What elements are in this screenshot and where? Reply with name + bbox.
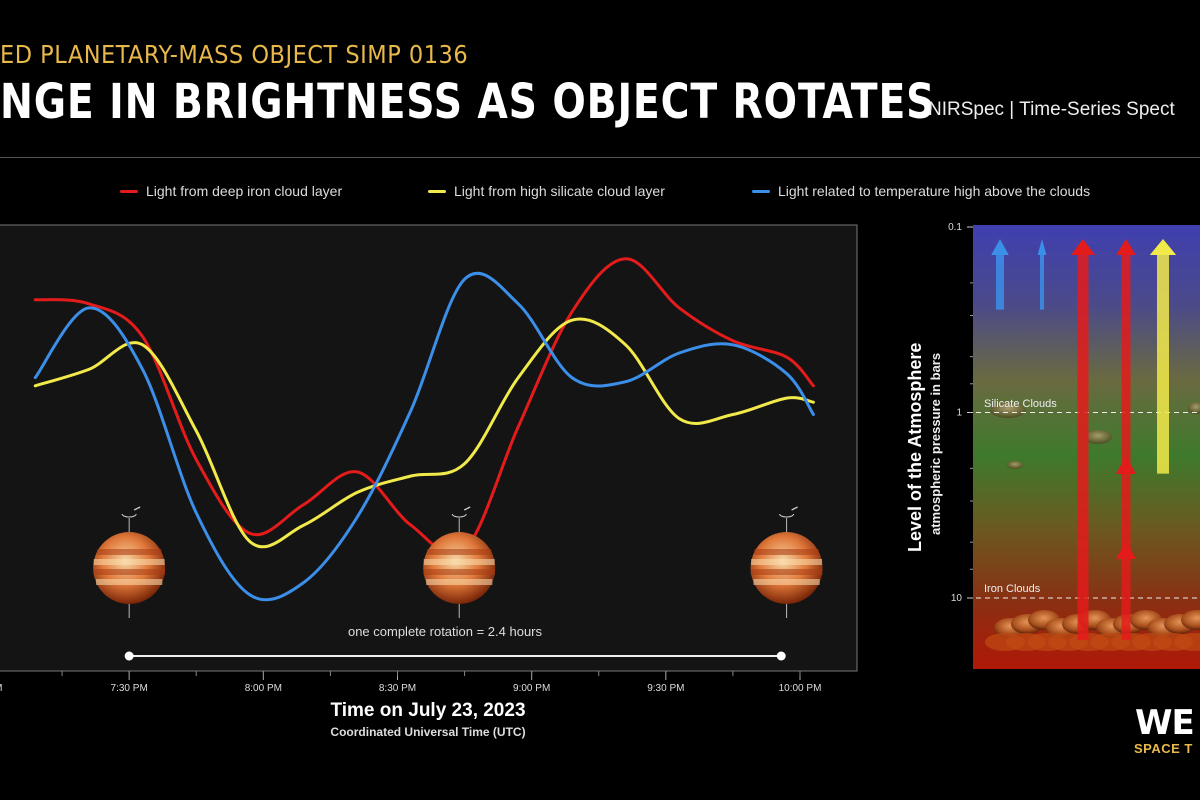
instrument-label: NIRSpec | Time-Series Spect: [928, 99, 1175, 120]
x-tick-label: 9:00 PM: [513, 683, 550, 694]
iron-clouds-label: Iron Clouds: [984, 583, 1041, 595]
page-title: NGE IN BRIGHTNESS AS OBJECT ROTATES: [0, 74, 936, 130]
arrow-midhead: [1116, 456, 1136, 474]
rotation-label: one complete rotation = 2.4 hours: [347, 624, 543, 639]
pressure-tick-label: 0.1: [948, 222, 962, 233]
supertitle: ED PLANETARY-MASS OBJECT SIMP 0136: [0, 40, 469, 69]
light-arrow: [1116, 239, 1136, 640]
planet-icon: [750, 506, 823, 618]
pressure-tick-label: 1: [956, 408, 962, 419]
webb-logo-sub: SPACE T: [1134, 741, 1193, 756]
legend-swatch-silicate: [428, 189, 446, 193]
legend-item-iron: Light from deep iron cloud layer: [120, 183, 342, 199]
legend-swatch-temperature: [752, 189, 770, 193]
x-tick-label: 9:30 PM: [647, 683, 684, 694]
legend-label-iron: Light from deep iron cloud layer: [146, 183, 343, 199]
header-divider: [0, 157, 1200, 158]
x-tick-label: 8:00 PM: [245, 683, 282, 694]
legend-swatch-iron: [120, 189, 138, 193]
x-tick-label: 10:00 PM: [779, 683, 822, 694]
planet-icon: [93, 506, 166, 618]
light-arrow: [1070, 239, 1096, 640]
light-arrows: [991, 239, 1177, 640]
x-tick-label: 7:30 PM: [111, 683, 148, 694]
light-arrow: [1037, 239, 1047, 310]
legend-item-silicate: Light from high silicate cloud layer: [428, 183, 665, 199]
planet-icon: [423, 506, 496, 618]
rotation-end-dot: [776, 651, 786, 661]
rotation-bar: [124, 651, 786, 661]
x-tick-label: 8:30 PM: [379, 683, 416, 694]
brightness-chart: PM 7:30 PM 8:00 PM 8:30 PM 9:00 PM 9:30 PM 10:…: [0, 224, 858, 694]
x-axis-label: Time on July 23, 2023: [330, 700, 526, 721]
series-line-temperature: [33, 271, 815, 602]
atmosphere-y-label: Level of the Atmosphere: [905, 342, 925, 552]
legend-item-temperature: Light related to temperature high above …: [752, 183, 1090, 199]
x-tick-label: PM: [0, 683, 3, 694]
webb-logo: WE: [1135, 703, 1195, 743]
planet-layer: [93, 506, 823, 618]
light-arrow: [1149, 239, 1177, 474]
light-arrow: [991, 239, 1009, 310]
rotation-start-dot: [124, 651, 134, 661]
atmosphere-y-sublabel: atmospheric pressure in bars: [928, 352, 943, 535]
arrow-midhead: [1116, 541, 1136, 559]
legend-label-silicate: Light from high silicate cloud layer: [454, 183, 665, 199]
series-line-silicate: [33, 317, 815, 549]
legend-label-temperature: Light related to temperature high above …: [778, 183, 1091, 199]
x-axis-sublabel: Coordinated Universal Time (UTC): [330, 725, 526, 739]
x-axis: PM 7:30 PM 8:00 PM 8:30 PM 9:00 PM 9:30 PM 10:…: [0, 671, 821, 694]
pressure-tick-label: 10: [951, 593, 963, 604]
silicate-clouds-label: Silicate Clouds: [984, 397, 1057, 410]
